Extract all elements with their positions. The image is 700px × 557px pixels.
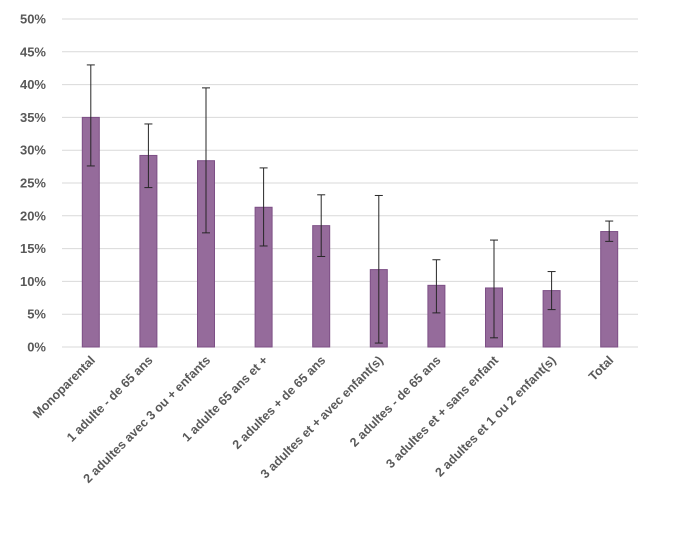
y-tick-label: 30% (20, 143, 46, 158)
y-tick-label: 40% (20, 77, 46, 92)
x-category-label: 2 adultes + de 65 ans (230, 353, 329, 452)
y-tick-label: 25% (20, 176, 46, 191)
x-category-label: 3 adultes et + avec enfant(s) (258, 353, 386, 481)
y-tick-label: 35% (20, 110, 46, 125)
x-category-label: Total (586, 353, 616, 383)
gridlines (62, 18, 638, 348)
y-tick-label: 20% (20, 208, 46, 223)
bars (81, 116, 619, 348)
y-tick-label: 15% (20, 241, 46, 256)
error-bars (86, 64, 614, 344)
y-tick-label: 5% (27, 307, 46, 322)
x-category-label: 3 adultes et + sans enfant (383, 353, 501, 471)
x-category-label: 2 adultes et 1 ou 2 enfant(s) (432, 353, 558, 479)
y-axis-ticks: 0% 5% 10% 15% 20% 25% 30% 35% 40% 45% 50% (20, 12, 46, 355)
y-tick-label: 50% (20, 12, 46, 27)
bar-9 (600, 231, 619, 348)
y-tick-label: 0% (27, 340, 46, 355)
y-tick-label: 45% (20, 44, 46, 59)
y-tick-label: 10% (20, 274, 46, 289)
